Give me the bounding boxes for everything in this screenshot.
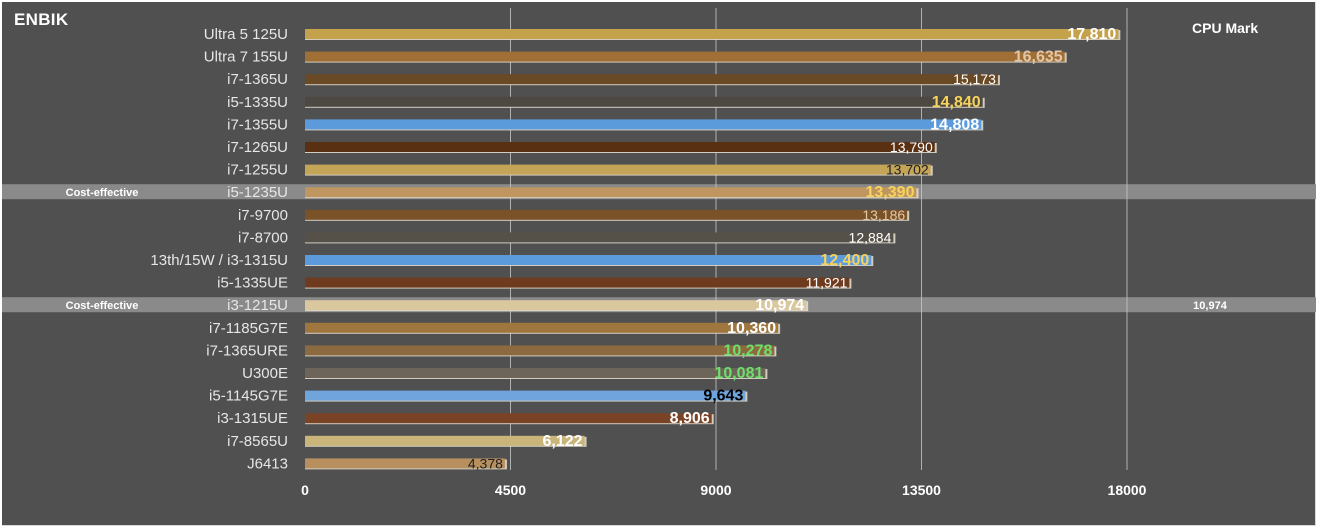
cost-effective-tag: Cost-effective	[66, 300, 139, 312]
value-label: 13,390	[866, 184, 915, 201]
category-label: i7-1255U	[227, 162, 288, 179]
bar-j6413	[305, 458, 505, 469]
bar-i3-1315ue	[305, 413, 712, 424]
value-label: 10,974	[755, 297, 804, 314]
x-tick-label: 18000	[1108, 482, 1147, 498]
category-label: i5-1335UE	[217, 275, 288, 292]
category-label: i5-1335U	[227, 94, 288, 111]
value-label: 16,635	[1014, 49, 1063, 66]
value-label: 12,400	[820, 252, 869, 269]
bar-i7-1355u	[305, 119, 982, 130]
bar-i7-8565u	[305, 435, 585, 446]
value-label: 14,840	[932, 94, 981, 111]
x-tick-label: 13500	[902, 482, 941, 498]
value-label: 15,173	[953, 71, 996, 87]
category-labels: Ultra 5 125U Ultra 7 155U i7-1365U i5-1335U…	[150, 26, 288, 472]
category-label: i3-1315UE	[217, 410, 288, 427]
x-axis-ticks: 0 4500 9000 13500 18000	[301, 482, 1147, 498]
value-label: 13,790	[890, 139, 933, 155]
highlight-value-label: 10,974	[1193, 300, 1228, 312]
value-label: 10,081	[714, 365, 763, 382]
value-label: 11,921	[806, 275, 848, 291]
category-label: Ultra 7 155U	[204, 49, 288, 66]
value-label: 17,810	[1067, 26, 1116, 43]
metric-label: CPU Mark	[1192, 20, 1259, 36]
x-tick-label: 0	[301, 482, 309, 498]
category-label: i7-1365URE	[206, 342, 288, 359]
x-tick-label: 9000	[700, 482, 731, 498]
category-label: i7-8565U	[227, 433, 288, 450]
value-label: 13,702	[886, 162, 929, 178]
category-label: i7-8700	[238, 229, 288, 246]
category-label: i5-1235U	[227, 184, 288, 201]
value-label: 6,122	[543, 433, 583, 450]
value-label: 13,186	[862, 207, 905, 223]
highlight-bands	[2, 184, 1316, 313]
brand-logo-text: ENBIK	[14, 10, 69, 29]
bar-i7-9700	[305, 209, 908, 220]
highlight-tags: Cost-effective Cost-effective 10,974	[66, 187, 1228, 312]
bar-i7-1255u	[305, 164, 931, 175]
category-label: 13th/15W / i3-1315U	[150, 252, 288, 269]
value-label: 4,378	[468, 455, 503, 471]
value-label: 12,884	[849, 229, 892, 245]
x-tick-label: 4500	[495, 482, 526, 498]
bar-i5-1335u	[305, 96, 983, 107]
bar-ultra-5-125u	[305, 29, 1119, 39]
bar-i7-1365ure	[305, 345, 775, 356]
category-label: i7-1355U	[227, 116, 288, 133]
bar-i5-1335ue	[305, 277, 850, 288]
value-label: 10,278	[723, 342, 772, 359]
value-label: 8,906	[670, 410, 710, 427]
category-label: i3-1215U	[227, 297, 288, 314]
category-label: J6413	[247, 455, 288, 472]
bar-i5-1235u	[305, 187, 917, 198]
category-label: i7-1365U	[227, 71, 288, 88]
bar-i7-1265u	[305, 142, 935, 152]
bar-ultra-7-155u	[305, 51, 1065, 62]
category-label: i7-1265U	[227, 139, 288, 156]
category-label: Ultra 5 125U	[204, 26, 288, 43]
category-label: i5-1145G7E	[209, 388, 288, 405]
bar-i7-1185g7e	[305, 322, 779, 333]
category-label: i7-9700	[238, 207, 288, 224]
category-label: U300E	[242, 365, 288, 382]
value-label: 9,643	[703, 388, 743, 405]
value-label: 10,360	[727, 320, 776, 337]
category-label: i7-1185G7E	[209, 320, 288, 337]
bar-13th-15w-i3-1315u	[305, 255, 872, 265]
cost-effective-tag: Cost-effective	[66, 187, 139, 199]
bars	[305, 29, 1121, 470]
bar-i3-1215u	[305, 300, 807, 311]
bar-i7-1365u	[305, 74, 998, 85]
bar-i5-1145g7e	[305, 390, 746, 401]
bar-i7-8700	[305, 232, 894, 243]
bar-u300e	[305, 368, 766, 378]
value-label: 14,808	[930, 116, 979, 133]
